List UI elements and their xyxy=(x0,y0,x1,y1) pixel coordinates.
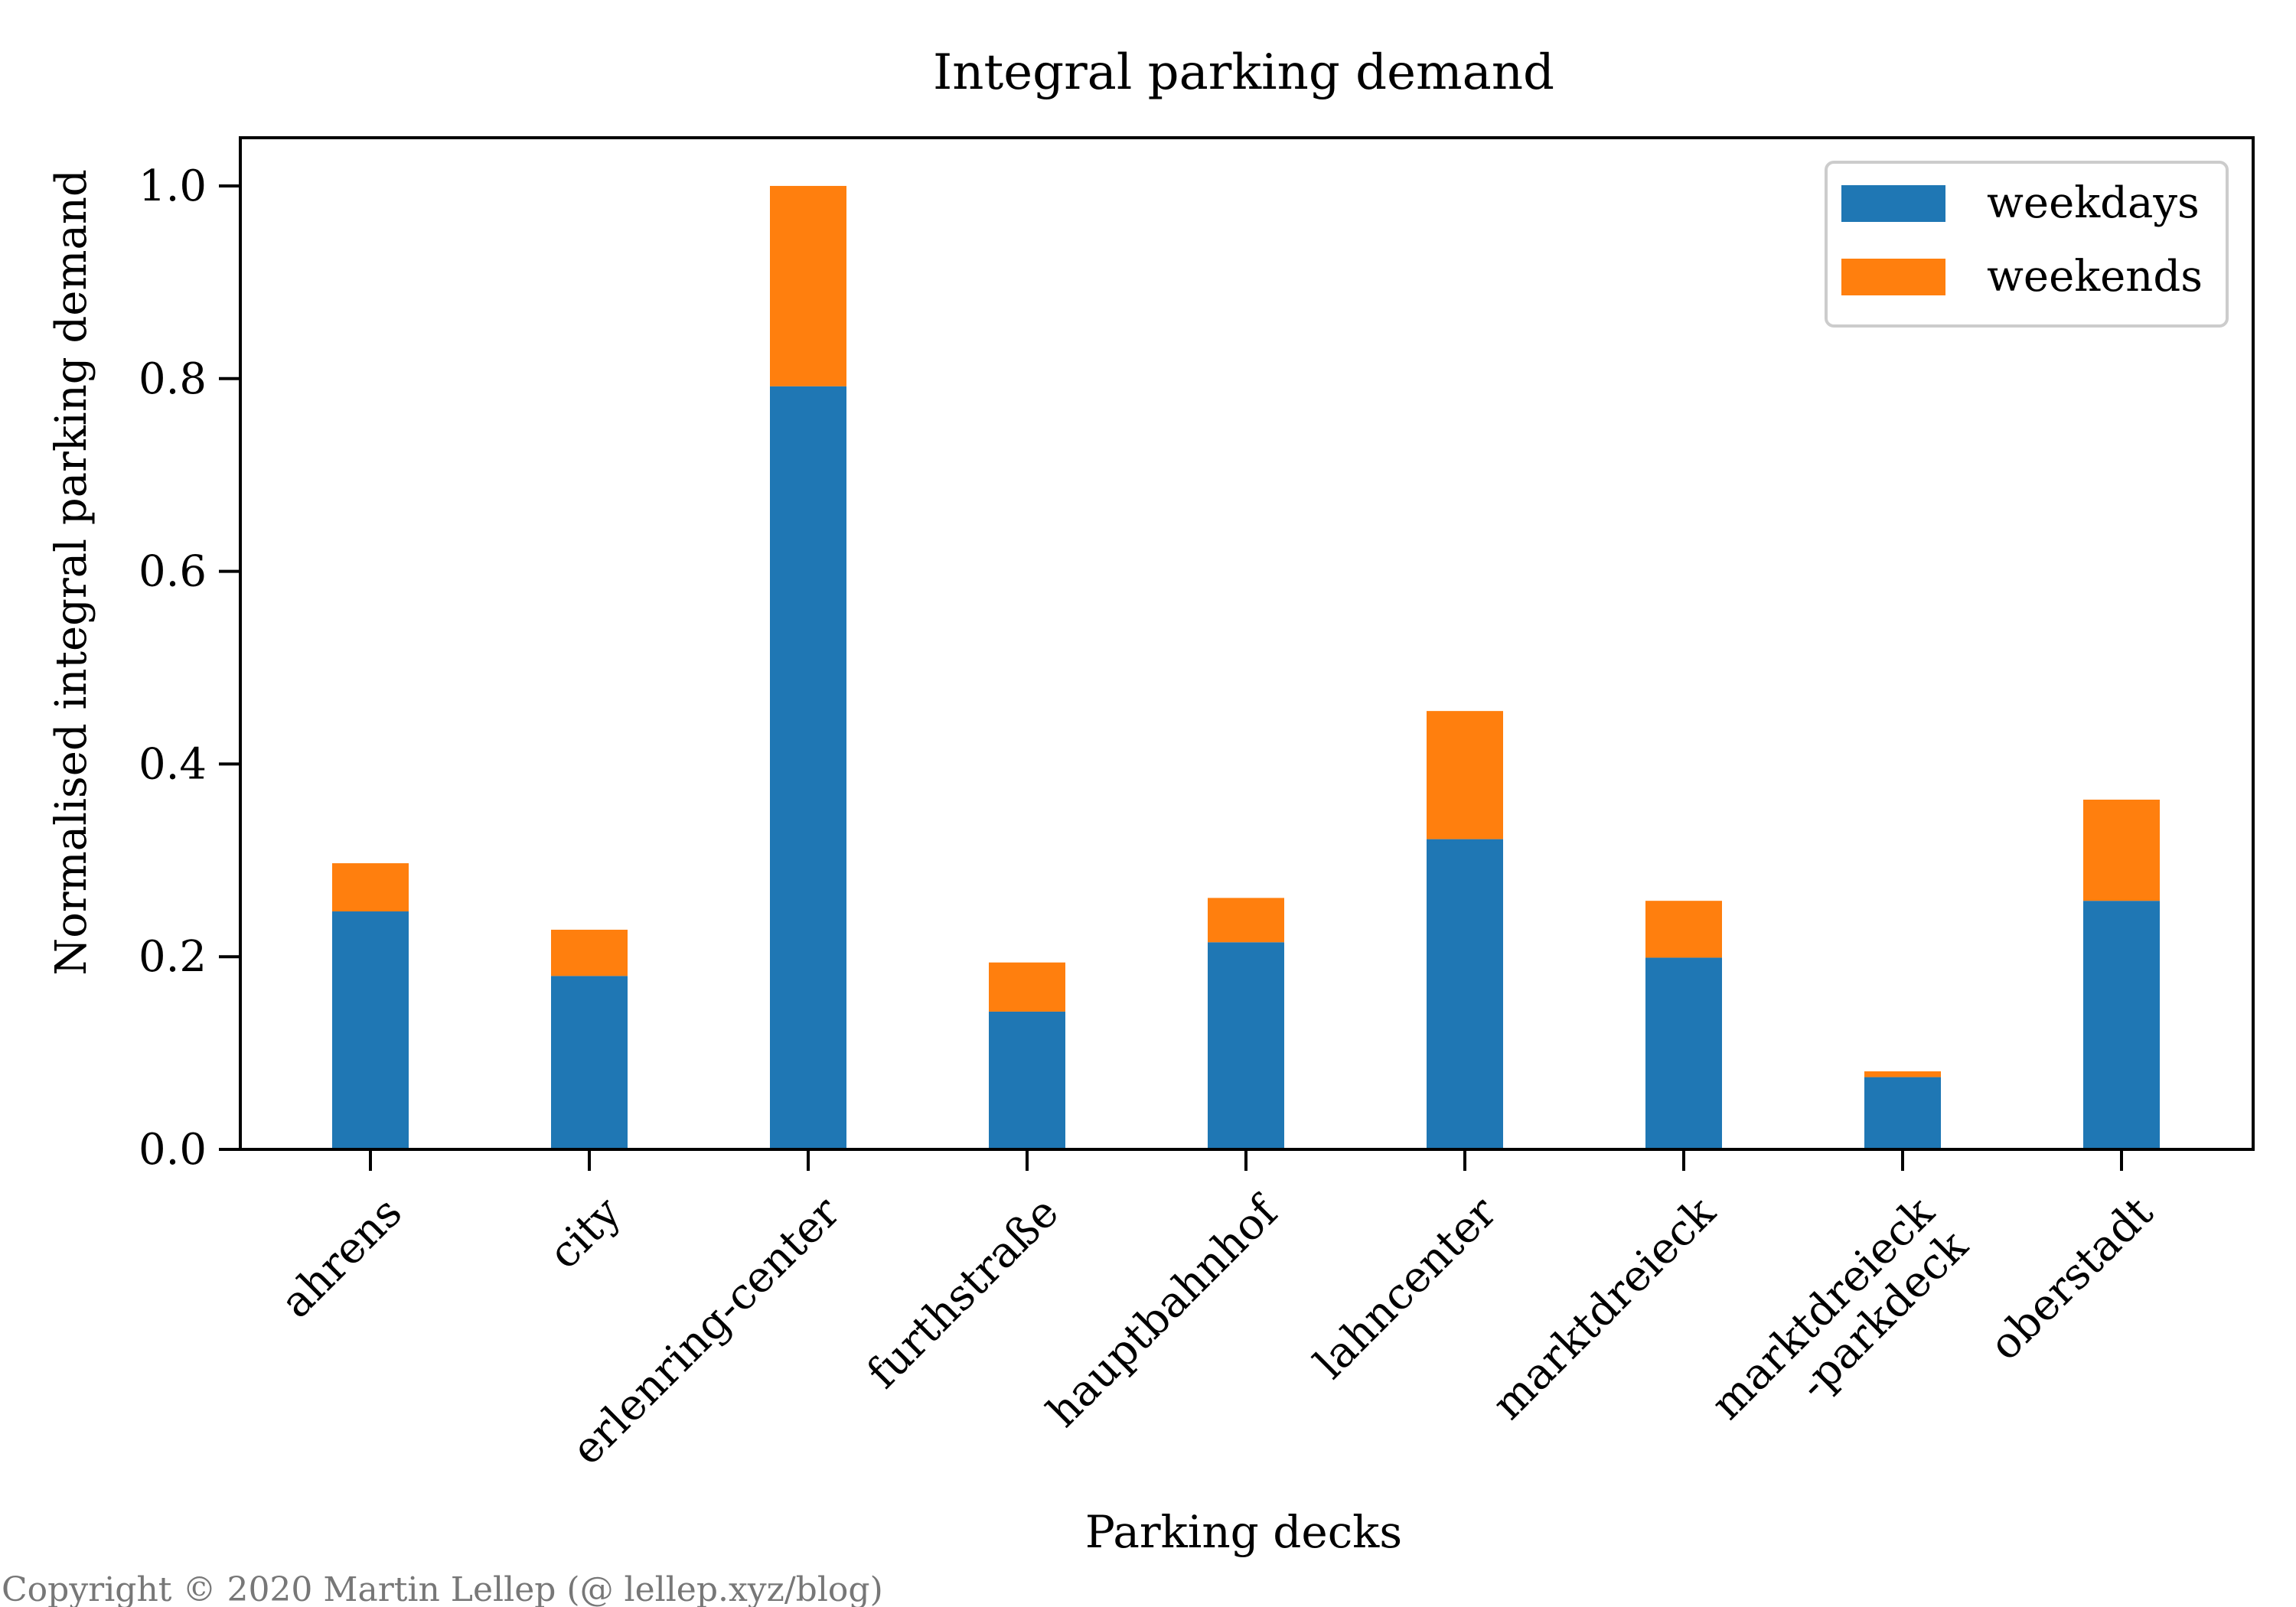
x-tick-label-1: city xyxy=(540,1188,631,1279)
legend-swatch-weekends xyxy=(1841,259,1945,295)
y-tick-label-2: 0.4 xyxy=(139,739,207,789)
bar-weekends-3 xyxy=(989,962,1065,1012)
x-tick-label-0: ahrens xyxy=(272,1188,412,1328)
bar-weekends-0 xyxy=(332,863,409,912)
bar-weekdays-0 xyxy=(332,911,409,1149)
y-tick-label-5: 1.0 xyxy=(139,161,207,211)
bar-weekdays-1 xyxy=(551,976,628,1149)
axes-frame xyxy=(239,136,2255,1151)
y-tick-label-3: 0.6 xyxy=(139,547,207,597)
legend-label-weekends: weekends xyxy=(1987,252,2203,302)
bar-weekends-2 xyxy=(770,185,846,386)
bar-weekdays-3 xyxy=(989,1011,1065,1149)
x-tick-label-4: hauptbahnhof xyxy=(1038,1185,1290,1437)
x-tick-label-3: furthstraße xyxy=(858,1188,1068,1398)
x-axis-label: Parking decks xyxy=(1085,1506,1402,1558)
bar-weekdays-5 xyxy=(1427,839,1503,1149)
x-tick-label-5: lahncenter xyxy=(1305,1188,1506,1389)
x-tick-label-6: marktdreieck xyxy=(1483,1187,1726,1429)
y-axis-label: Normalised integral parking demand xyxy=(47,169,96,976)
y-tick-label-0: 0.0 xyxy=(139,1125,207,1175)
bar-weekdays-6 xyxy=(1645,957,1722,1149)
legend-swatch-weekdays xyxy=(1841,185,1945,222)
legend-label-weekdays: weekdays xyxy=(1987,178,2200,228)
y-tick-label-4: 0.8 xyxy=(139,354,207,404)
bar-weekends-4 xyxy=(1208,898,1284,943)
copyright-notice: Copyright © 2020 Martin Lellep (@ lellep… xyxy=(2,1570,883,1607)
chart-title: Integral parking demand xyxy=(933,44,1554,101)
bar-weekdays-7 xyxy=(1864,1077,1941,1149)
x-tick-label-8: oberstadt xyxy=(1980,1188,2163,1371)
bar-weekends-7 xyxy=(1864,1071,1941,1077)
bar-weekends-6 xyxy=(1645,901,1722,958)
y-tick-label-1: 0.2 xyxy=(139,932,207,982)
bar-weekends-8 xyxy=(2083,799,2160,901)
x-tick-label-7: marktdreieck-parkdeck xyxy=(1702,1187,1978,1463)
bar-weekdays-8 xyxy=(2083,901,2160,1149)
bar-weekdays-4 xyxy=(1208,942,1284,1149)
bar-weekends-5 xyxy=(1427,711,1503,839)
bar-weekends-1 xyxy=(551,929,628,976)
legend: weekdays weekends xyxy=(1825,161,2229,328)
bar-weekdays-2 xyxy=(770,386,846,1149)
